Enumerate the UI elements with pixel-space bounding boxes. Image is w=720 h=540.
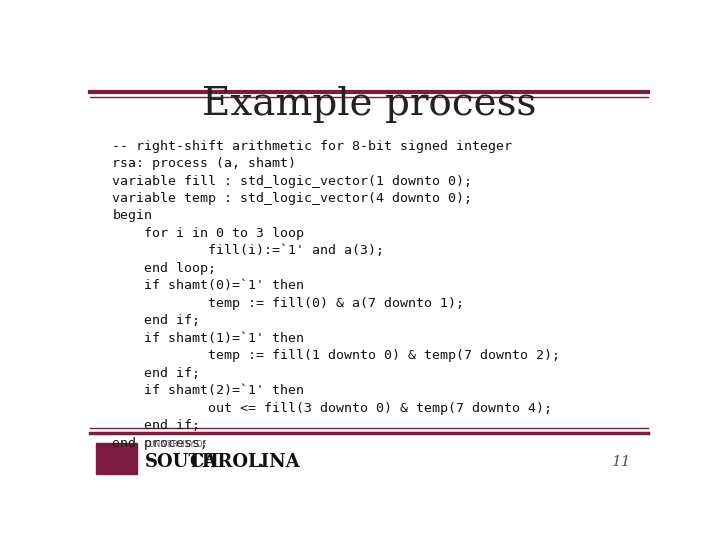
Text: fill(i):=`1' and a(3);: fill(i):=`1' and a(3);: [112, 245, 384, 258]
Text: end loop;: end loop;: [112, 262, 216, 275]
Text: end if;: end if;: [112, 314, 200, 327]
Text: for i in 0 to 3 loop: for i in 0 to 3 loop: [112, 227, 305, 240]
Text: SOUTH: SOUTH: [145, 453, 220, 471]
Text: UNIVERSITY OF: UNIVERSITY OF: [148, 441, 207, 449]
Text: temp := fill(0) & a(7 downto 1);: temp := fill(0) & a(7 downto 1);: [112, 297, 464, 310]
Text: Example process: Example process: [202, 86, 536, 123]
Text: if shamt(1)=`1' then: if shamt(1)=`1' then: [112, 332, 305, 345]
FancyBboxPatch shape: [96, 443, 138, 474]
Text: end if;: end if;: [112, 419, 200, 432]
Text: variable temp : std_logic_vector(4 downto 0);: variable temp : std_logic_vector(4 downt…: [112, 192, 472, 205]
Text: temp := fill(1 downto 0) & temp(7 downto 2);: temp := fill(1 downto 0) & temp(7 downto…: [112, 349, 560, 362]
Text: CAROLINA: CAROLINA: [189, 453, 300, 471]
Text: -- right-shift arithmetic for 8-bit signed integer: -- right-shift arithmetic for 8-bit sign…: [112, 140, 513, 153]
Text: end if;: end if;: [112, 367, 200, 380]
Text: if shamt(0)=`1' then: if shamt(0)=`1' then: [112, 279, 305, 292]
Text: .: .: [258, 453, 264, 471]
Text: end process;: end process;: [112, 436, 208, 449]
Text: if shamt(2)=`1' then: if shamt(2)=`1' then: [112, 384, 305, 397]
Text: variable fill : std_logic_vector(1 downto 0);: variable fill : std_logic_vector(1 downt…: [112, 174, 472, 187]
Text: rsa: process (a, shamt): rsa: process (a, shamt): [112, 157, 297, 170]
Text: 11: 11: [612, 455, 631, 469]
Text: out <= fill(3 downto 0) & temp(7 downto 4);: out <= fill(3 downto 0) & temp(7 downto …: [112, 402, 552, 415]
Text: begin: begin: [112, 210, 153, 222]
